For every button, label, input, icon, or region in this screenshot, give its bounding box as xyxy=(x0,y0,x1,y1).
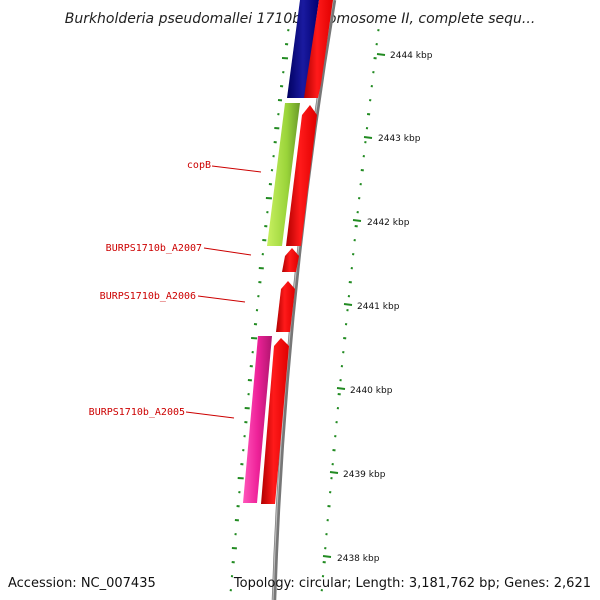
gene-label-copb[interactable]: copB xyxy=(187,160,211,171)
kbp-label: 2438 kbp xyxy=(337,554,380,564)
gene-label-a2005[interactable]: BURPS1710b_A2005 xyxy=(89,407,185,418)
kbp-tick xyxy=(352,219,362,222)
a2006-leader-line xyxy=(197,295,246,303)
topology-text: Topology: circular; Length: 3,181,762 bp… xyxy=(233,576,591,591)
gene-arrow[interactable] xyxy=(276,281,295,332)
gene-arrow[interactable] xyxy=(261,338,289,504)
a2005-leader-line xyxy=(185,411,235,419)
accession-text: Accession: NC_007435 xyxy=(8,576,156,591)
kbp-label: 2444 kbp xyxy=(390,51,433,61)
gene-arrow[interactable] xyxy=(282,248,299,272)
kbp-label: 2441 kbp xyxy=(357,302,400,312)
cog-feature-blue[interactable] xyxy=(287,0,319,98)
kbp-label: 2440 kbp xyxy=(350,386,393,396)
kbp-label: 2439 kbp xyxy=(343,470,386,480)
gene-label-a2006[interactable]: BURPS1710b_A2006 xyxy=(100,291,196,302)
kbp-label: 2443 kbp xyxy=(378,134,421,144)
kbp-tick xyxy=(322,555,332,558)
gc-content-track-right xyxy=(320,29,380,592)
kbp-tick xyxy=(343,303,353,306)
kbp-tick xyxy=(376,53,386,56)
a2007-leader-line xyxy=(203,247,252,256)
kbp-tick xyxy=(363,136,373,139)
cog-feature-green[interactable] xyxy=(267,103,300,246)
cog-feature-magenta[interactable] xyxy=(243,336,272,503)
gene-arrow[interactable] xyxy=(304,0,333,98)
kbp-tick xyxy=(336,387,346,390)
gene-label-a2007[interactable]: BURPS1710b_A2007 xyxy=(106,243,202,254)
gene-arrow[interactable] xyxy=(286,105,317,246)
kbp-label: 2442 kbp xyxy=(367,218,410,228)
kbp-tick xyxy=(329,471,339,474)
gc-skew-track-left xyxy=(229,29,290,592)
copb-leader-line xyxy=(211,165,262,173)
kbp-scale: 2444 kbp 2443 kbp 2442 kbp 2441 kbp 2440… xyxy=(322,51,433,564)
